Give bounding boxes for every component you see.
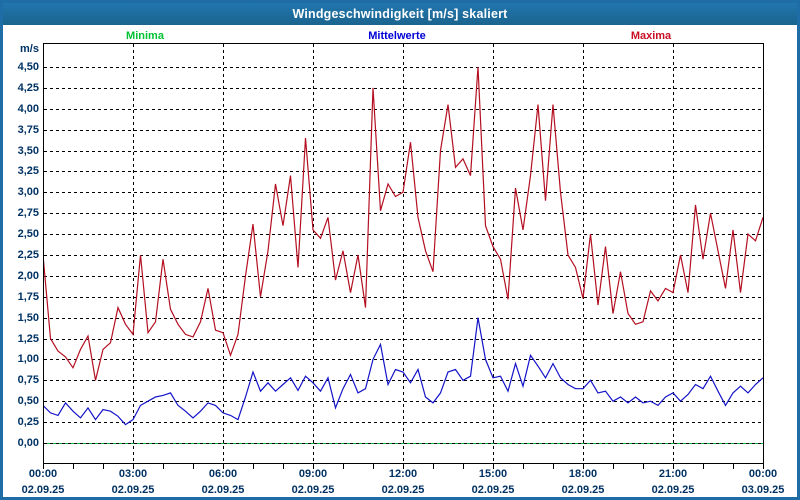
y-tick-label: 3,00 [17, 186, 39, 199]
y-tick-label: 3,75 [17, 123, 39, 136]
y-tick-label: 2,00 [17, 269, 39, 282]
x-tick-date-label: 02.09.25 [201, 484, 245, 496]
maxima-series-line [43, 66, 764, 381]
y-tick-label: 1,00 [17, 353, 39, 366]
y-tick-label: 0,50 [17, 395, 39, 408]
x-tick-time-label: 09:00 [298, 468, 328, 480]
x-tick-date-label: 02.09.25 [561, 484, 605, 496]
x-tick-time-label: 03:00 [118, 468, 148, 480]
y-tick-label: 3,25 [17, 165, 39, 178]
chart-plot-area [43, 43, 764, 469]
legend-label-minima: Minima [126, 30, 164, 42]
y-tick-label: 2,25 [17, 248, 39, 261]
y-tick-label: 0,25 [17, 416, 39, 429]
y-tick-label: 0,75 [17, 374, 39, 387]
y-tick-label: 1,75 [17, 290, 39, 303]
x-tick-date-label: 02.09.25 [291, 484, 335, 496]
y-tick-label: 0,00 [17, 437, 39, 449]
window-title-bar: Windgeschwindigkeit [m/s] skaliert [3, 3, 797, 25]
y-axis-unit-label: m/s [20, 43, 39, 55]
x-tick-date-label: 02.09.25 [381, 484, 425, 496]
x-tick-date-label: 02.09.25 [651, 484, 695, 496]
x-tick-date-label: 02.09.25 [111, 484, 155, 496]
x-tick-time-label: 00:00 [28, 468, 58, 480]
x-tick-date-label: 03.09.25 [741, 484, 785, 496]
x-tick-time-label: 12:00 [388, 468, 418, 480]
y-tick-label: 2,50 [17, 228, 39, 241]
legend-label-mittelwerte: Mittelwerte [368, 30, 426, 42]
y-tick-label: 2,75 [17, 207, 39, 220]
x-tick-date-label: 02.09.25 [21, 484, 65, 496]
y-tick-label: 1,50 [17, 311, 39, 324]
x-tick-date-label: 02.09.25 [471, 484, 515, 496]
x-tick-time-label: 15:00 [478, 468, 508, 480]
y-tick-label: 3,50 [17, 144, 39, 157]
plot-border [43, 43, 764, 464]
legend-label-maxima: Maxima [630, 30, 672, 42]
x-tick-time-label: 00:00 [748, 468, 778, 480]
mittelwerte-series-line [43, 317, 764, 426]
y-tick-label: 4,25 [17, 81, 39, 94]
x-tick-time-label: 06:00 [208, 468, 238, 480]
x-tick-time-label: 18:00 [568, 468, 598, 480]
x-tick-time-label: 21:00 [658, 468, 688, 480]
y-tick-label: 4,50 [17, 60, 39, 73]
window-title: Windgeschwindigkeit [m/s] skaliert [292, 7, 508, 21]
y-tick-label: 4,00 [17, 102, 39, 115]
y-tick-label: 1,25 [17, 332, 39, 345]
